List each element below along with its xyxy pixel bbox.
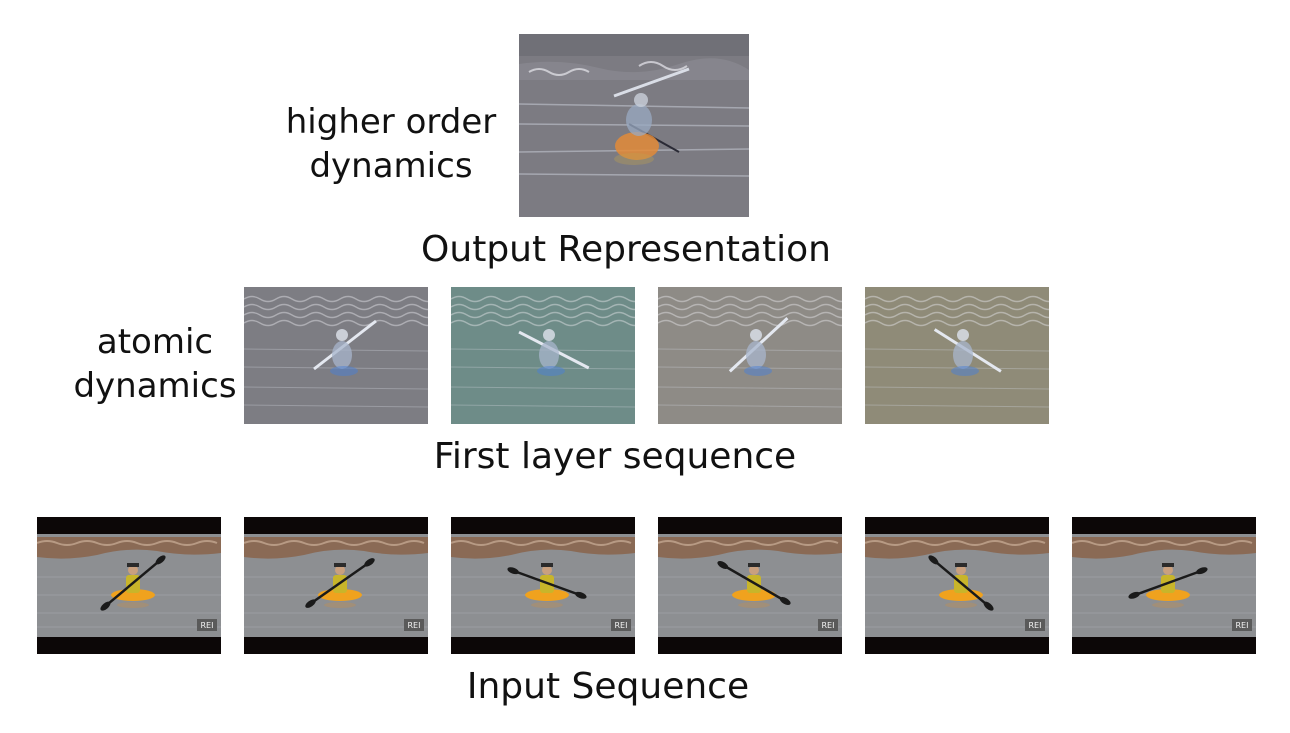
- rei-watermark: REI: [1236, 621, 1249, 630]
- higher-order-line1: higher order: [285, 102, 497, 142]
- input-frame: REI: [1072, 517, 1256, 654]
- atomic-dynamics-label: atomic dynamics: [62, 320, 248, 408]
- input-frame: REI: [451, 517, 635, 654]
- first-layer-frame: [451, 287, 635, 424]
- atomic-line2: dynamics: [73, 366, 237, 406]
- input-frame: REI: [658, 517, 842, 654]
- rei-watermark: REI: [615, 621, 628, 630]
- atomic-line1: atomic: [96, 322, 214, 362]
- first-layer-frame: [658, 287, 842, 424]
- input-sequence-caption: Input Sequence: [466, 666, 750, 707]
- output-representation-caption: Output Representation: [421, 229, 831, 270]
- output-representation-image: [519, 34, 749, 217]
- input-frame: REI: [244, 517, 428, 654]
- input-frame: REI: [37, 517, 221, 654]
- higher-order-line2: dynamics: [309, 146, 473, 186]
- rei-watermark: REI: [201, 621, 214, 630]
- rei-watermark: REI: [822, 621, 835, 630]
- rei-watermark: REI: [408, 621, 421, 630]
- first-layer-frame: [244, 287, 428, 424]
- input-frame: REI: [865, 517, 1049, 654]
- first-layer-caption: First layer sequence: [433, 436, 797, 477]
- first-layer-frame: [865, 287, 1049, 424]
- higher-order-dynamics-label: higher order dynamics: [272, 100, 510, 188]
- rei-watermark: REI: [1029, 621, 1042, 630]
